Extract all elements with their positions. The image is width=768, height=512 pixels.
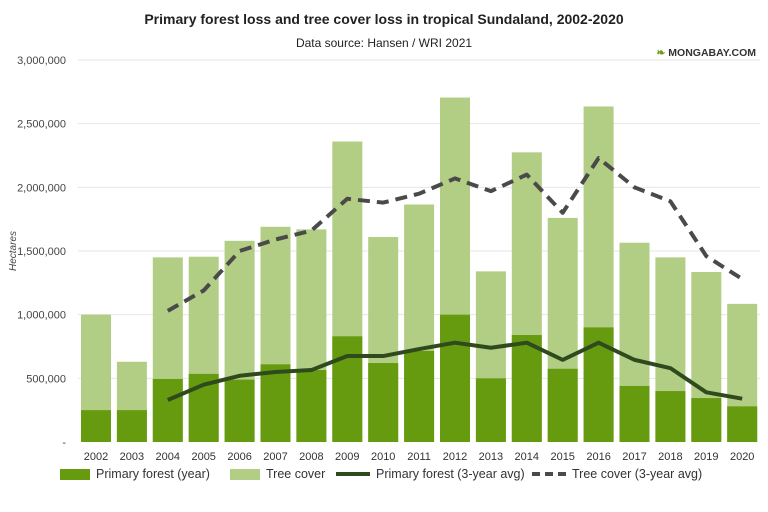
x-tick-label: 2003 <box>120 451 144 463</box>
legend-label: Primary forest (3-year avg) <box>376 467 525 481</box>
bar-primary-forest-2008 <box>296 370 327 442</box>
legend-primary-avg: Primary forest (3-year avg) <box>336 467 525 481</box>
x-tick-label: 2012 <box>443 451 467 463</box>
bar-primary-forest-2006 <box>224 379 255 442</box>
y-tick-label: 2,500,000 <box>17 119 66 131</box>
bar-primary-forest-2018 <box>655 391 686 442</box>
bar-primary-forest-2009 <box>332 336 363 442</box>
legend-dashed-line <box>532 472 566 476</box>
bar-primary-forest-2002 <box>81 410 111 442</box>
bar-primary-forest-2011 <box>404 350 435 442</box>
x-tick-label: 2011 <box>407 451 431 463</box>
x-tick-label: 2008 <box>299 451 323 463</box>
bar-primary-forest-2010 <box>368 363 399 442</box>
legend-label: Primary forest (year) <box>96 467 210 481</box>
bar-primary-forest-2015 <box>547 368 578 442</box>
chart-title: Primary forest loss and tree cover loss … <box>144 11 624 27</box>
legend-label: Tree cover (3-year avg) <box>572 467 703 481</box>
x-tick-label: 2007 <box>263 451 287 463</box>
x-tick-label: 2016 <box>586 451 610 463</box>
legend-primary-forest: Primary forest (year) <box>60 467 210 481</box>
x-tick-label: 2015 <box>550 451 574 463</box>
legend: Primary forest (year) Tree cover Primary… <box>0 467 768 487</box>
x-tick-label: 2010 <box>371 451 395 463</box>
legend-line <box>336 472 370 476</box>
x-tick-label: 2018 <box>658 451 682 463</box>
bar-primary-forest-2019 <box>691 398 722 442</box>
bar-primary-forest-2020 <box>727 406 758 442</box>
leaf-icon: ❧ <box>656 47 666 59</box>
y-tick-label: 1,500,000 <box>17 246 66 258</box>
legend-tree-avg: Tree cover (3-year avg) <box>532 467 702 481</box>
y-tick-label: 500,000 <box>26 373 66 385</box>
x-tick-label: 2013 <box>479 451 503 463</box>
y-axis-label: Hectares <box>8 231 19 271</box>
y-tick-label: 3,000,000 <box>17 55 66 67</box>
x-tick-label: 2017 <box>622 451 646 463</box>
legend-swatch <box>60 468 90 480</box>
x-tick-label: 2020 <box>730 451 754 463</box>
bar-primary-forest-2012 <box>440 314 470 442</box>
legend-swatch <box>230 468 260 480</box>
bar-primary-forest-2007 <box>260 364 291 442</box>
y-tick-label: 2,000,000 <box>17 182 66 194</box>
x-tick-label: 2004 <box>156 451 180 463</box>
bar-primary-forest-2004 <box>152 378 183 442</box>
legend-tree-cover: Tree cover <box>230 467 325 481</box>
x-tick-label: 2006 <box>227 451 251 463</box>
bar-primary-forest-2017 <box>619 385 650 442</box>
x-tick-label: 2019 <box>694 451 718 463</box>
bar-primary-forest-2003 <box>116 410 147 442</box>
bar-primary-forest-2014 <box>511 335 542 442</box>
mongabay-logo: ❧ MONGABAY.COM <box>656 47 756 59</box>
logo-text: MONGABAY.COM <box>668 47 756 59</box>
y-tick-label: 1,000,000 <box>17 310 66 322</box>
y-tick-label: - <box>62 437 66 449</box>
bar-primary-forest-2013 <box>475 378 506 442</box>
x-tick-label: 2014 <box>515 451 539 463</box>
x-tick-label: 2009 <box>335 451 359 463</box>
x-tick-label: 2002 <box>84 451 108 463</box>
legend-label: Tree cover <box>266 467 326 481</box>
chart-subtitle: Data source: Hansen / WRI 2021 <box>295 36 473 50</box>
x-tick-label: 2005 <box>191 451 215 463</box>
